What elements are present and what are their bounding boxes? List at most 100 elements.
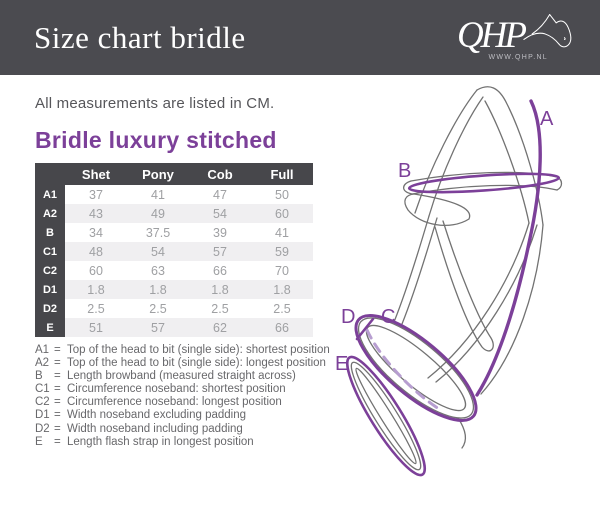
size-value: 2.5 <box>251 299 313 318</box>
logo-row: QHP <box>456 13 574 57</box>
legend-desc: Length flash strap in longest position <box>67 435 254 448</box>
size-value: 51 <box>65 318 127 337</box>
legend-line: C1 = Circumference noseband: shortest posi… <box>35 383 340 396</box>
legend-label: A2 <box>35 357 50 370</box>
size-table-header: Shet Pony Cob Full <box>35 163 313 185</box>
table-row: A1 37 41 47 50 <box>35 185 313 204</box>
legend-desc: Length browband (measured straight acros… <box>67 370 296 383</box>
size-value: 1.8 <box>127 280 189 299</box>
row-label: D2 <box>35 299 65 318</box>
size-value: 2.5 <box>127 299 189 318</box>
annotation-c-dashed <box>365 328 444 413</box>
row-label: D1 <box>35 280 65 299</box>
size-value: 54 <box>189 204 251 223</box>
size-value: 37.5 <box>127 223 189 242</box>
size-value: 60 <box>65 261 127 280</box>
table-row: D2 2.5 2.5 2.5 2.5 <box>35 299 313 318</box>
legend-eq: = <box>54 396 61 409</box>
table-row: B 34 37.5 39 41 <box>35 223 313 242</box>
size-value: 1.8 <box>65 280 127 299</box>
column-header: Shet <box>65 163 127 185</box>
legend-line: D1 = Width noseband excluding padding <box>35 409 340 422</box>
qhp-logo: QHP WWW.QHP.NL <box>456 13 574 61</box>
size-value: 57 <box>127 318 189 337</box>
size-value: 43 <box>65 204 127 223</box>
row-label: B <box>35 223 65 242</box>
size-value: 50 <box>251 185 313 204</box>
table-row: C1 48 54 57 59 <box>35 242 313 261</box>
size-value: 41 <box>127 185 189 204</box>
label-e: E <box>335 353 348 375</box>
legend-label: A1 <box>35 344 50 356</box>
legend-line: C2 = Circumference noseband: longest posit… <box>35 396 340 409</box>
size-table-body: A1 37 41 47 50 A2 43 49 54 60 B 34 37.5 39 41 C1 48 54 57 5… <box>35 185 313 337</box>
size-value: 60 <box>251 204 313 223</box>
legend-desc: Circumference noseband: shortest positio… <box>67 383 286 396</box>
column-header: Pony <box>127 163 189 185</box>
corner-cell <box>35 163 65 185</box>
intro-text: All measurements are listed in CM. <box>35 95 275 112</box>
size-value: 66 <box>189 261 251 280</box>
page-title: Size chart bridle <box>34 19 246 55</box>
legend-desc: Width noseband including padding <box>67 422 243 435</box>
annotation-b-ellipse <box>407 172 561 194</box>
horse-head-icon <box>523 13 572 47</box>
legend-label: C1 <box>35 383 50 396</box>
row-label: E <box>35 318 65 337</box>
legend-line: D2 = Width noseband including padding <box>35 423 340 436</box>
label-c: C <box>381 306 395 328</box>
legend-eq: = <box>54 409 61 422</box>
legend-desc: Top of the head to bit (single side): sh… <box>67 344 330 356</box>
size-value: 59 <box>251 242 313 261</box>
content-area: All measurements are listed in CM. Bridl… <box>0 95 600 449</box>
size-value: 47 <box>189 185 251 204</box>
legend-eq: = <box>54 383 61 396</box>
legend-eq: = <box>54 370 61 383</box>
table-row: A2 43 49 54 60 <box>35 204 313 223</box>
legend-eq: = <box>54 435 61 448</box>
bridle-line-art <box>350 86 563 471</box>
row-label: A2 <box>35 204 65 223</box>
legend-eq: = <box>54 357 61 370</box>
column-header: Full <box>251 163 313 185</box>
measurement-legend: A1 = Top of the head to bit (single side):… <box>35 344 340 449</box>
label-d: D <box>341 306 355 328</box>
legend-label: D2 <box>35 422 50 435</box>
legend-line: E = Length flash strap in longest position <box>35 436 340 449</box>
size-value: 2.5 <box>65 299 127 318</box>
logo-subtext: WWW.QHP.NL <box>488 53 548 61</box>
annotation-d-line <box>355 317 375 341</box>
legend-label: D1 <box>35 409 50 422</box>
size-value: 48 <box>65 242 127 261</box>
size-value: 49 <box>127 204 189 223</box>
column-header: Cob <box>189 163 251 185</box>
size-value: 62 <box>189 318 251 337</box>
row-label: A1 <box>35 185 65 204</box>
annotation-labels: A B C D E <box>335 108 554 375</box>
annotation-c-ellipse <box>354 314 478 422</box>
table-row: E 51 57 62 66 <box>35 318 313 337</box>
legend-desc: Width noseband excluding padding <box>67 409 247 422</box>
section-title: Bridle luxury stitched <box>35 127 277 153</box>
size-value: 57 <box>189 242 251 261</box>
size-table: Shet Pony Cob Full A1 37 41 47 50 A2 43 49 54 60 B… <box>35 163 313 337</box>
size-value: 1.8 <box>251 280 313 299</box>
legend-desc: Top of the head to bit (single side): lo… <box>67 357 326 370</box>
legend-label: E <box>35 435 43 448</box>
size-value: 70 <box>251 261 313 280</box>
legend-line: A2 = Top of the head to bit (single side):… <box>35 357 340 370</box>
size-value: 2.5 <box>189 299 251 318</box>
logo-text: QHP <box>456 14 527 56</box>
legend-line: A1 = Top of the head to bit (single side):… <box>35 344 340 357</box>
size-value: 34 <box>65 223 127 242</box>
legend-label: B <box>35 370 43 383</box>
row-label: C1 <box>35 242 65 261</box>
legend-eq: = <box>54 344 61 356</box>
header-bar: Size chart bridle QHP WWW.QHP.NL <box>0 0 600 75</box>
bridle-diagram: A B C D E <box>330 80 595 510</box>
measurement-annotations <box>345 99 561 477</box>
legend-line: B = Length browband (measured straight acr… <box>35 370 340 383</box>
size-value: 1.8 <box>189 280 251 299</box>
table-row: D1 1.8 1.8 1.8 1.8 <box>35 280 313 299</box>
